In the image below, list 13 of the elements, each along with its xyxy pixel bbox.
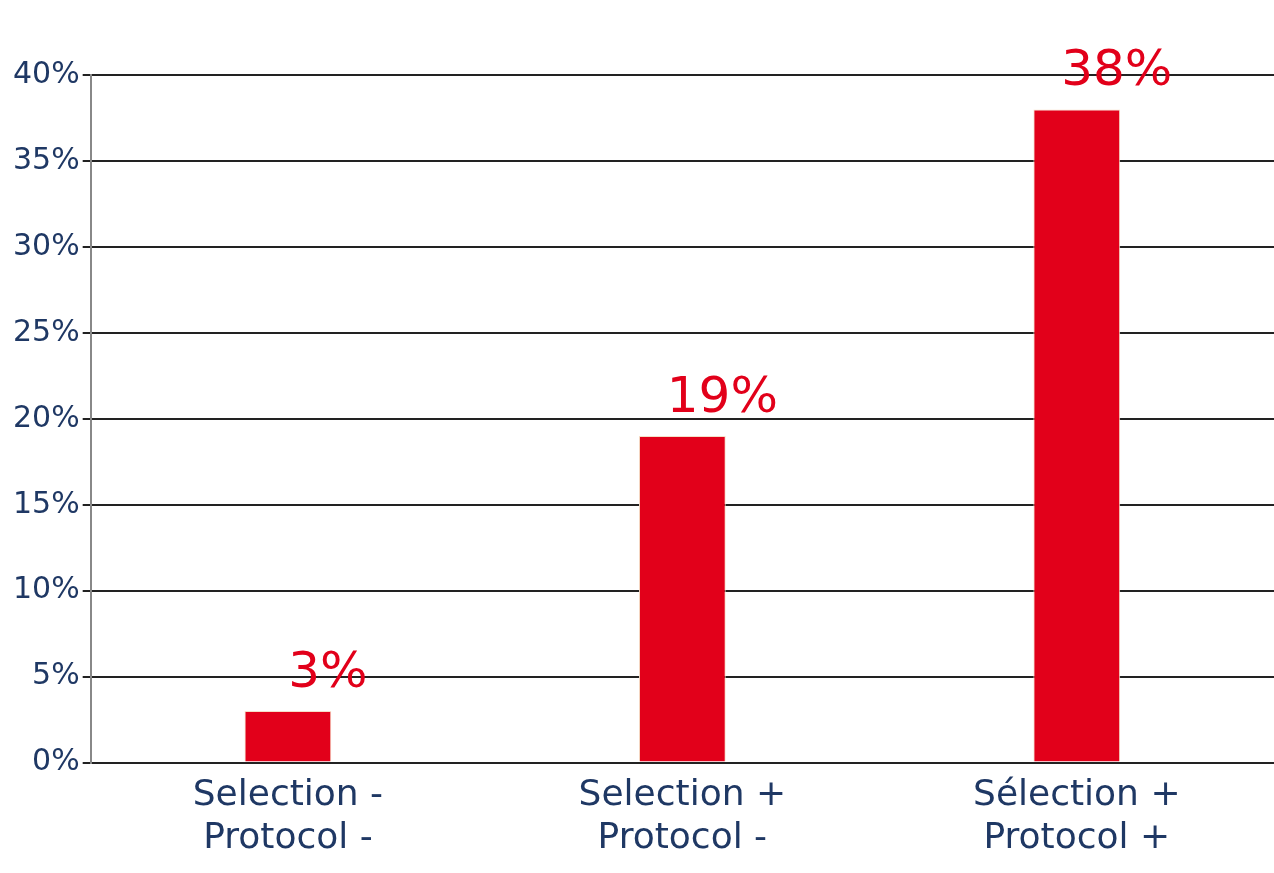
y-tick-label: 35% bbox=[12, 140, 80, 176]
data-label: 19% bbox=[666, 365, 778, 424]
y-tick-label: 20% bbox=[12, 398, 80, 434]
y-tick-label: 10% bbox=[12, 570, 80, 606]
y-tick-label: 30% bbox=[12, 226, 80, 262]
x-tick-label: Selection - Protocol - bbox=[192, 771, 384, 856]
y-tick-label: 25% bbox=[12, 312, 80, 348]
y-tick-label: 40% bbox=[12, 54, 80, 90]
y-tick-label: 0% bbox=[32, 742, 80, 778]
x-tick-label: Selection + Protocol - bbox=[578, 771, 787, 856]
y-tick-label: 5% bbox=[32, 656, 80, 692]
x-tick-label: Sélection + Protocol + bbox=[973, 771, 1181, 856]
y-tick-label: 15% bbox=[12, 484, 80, 520]
